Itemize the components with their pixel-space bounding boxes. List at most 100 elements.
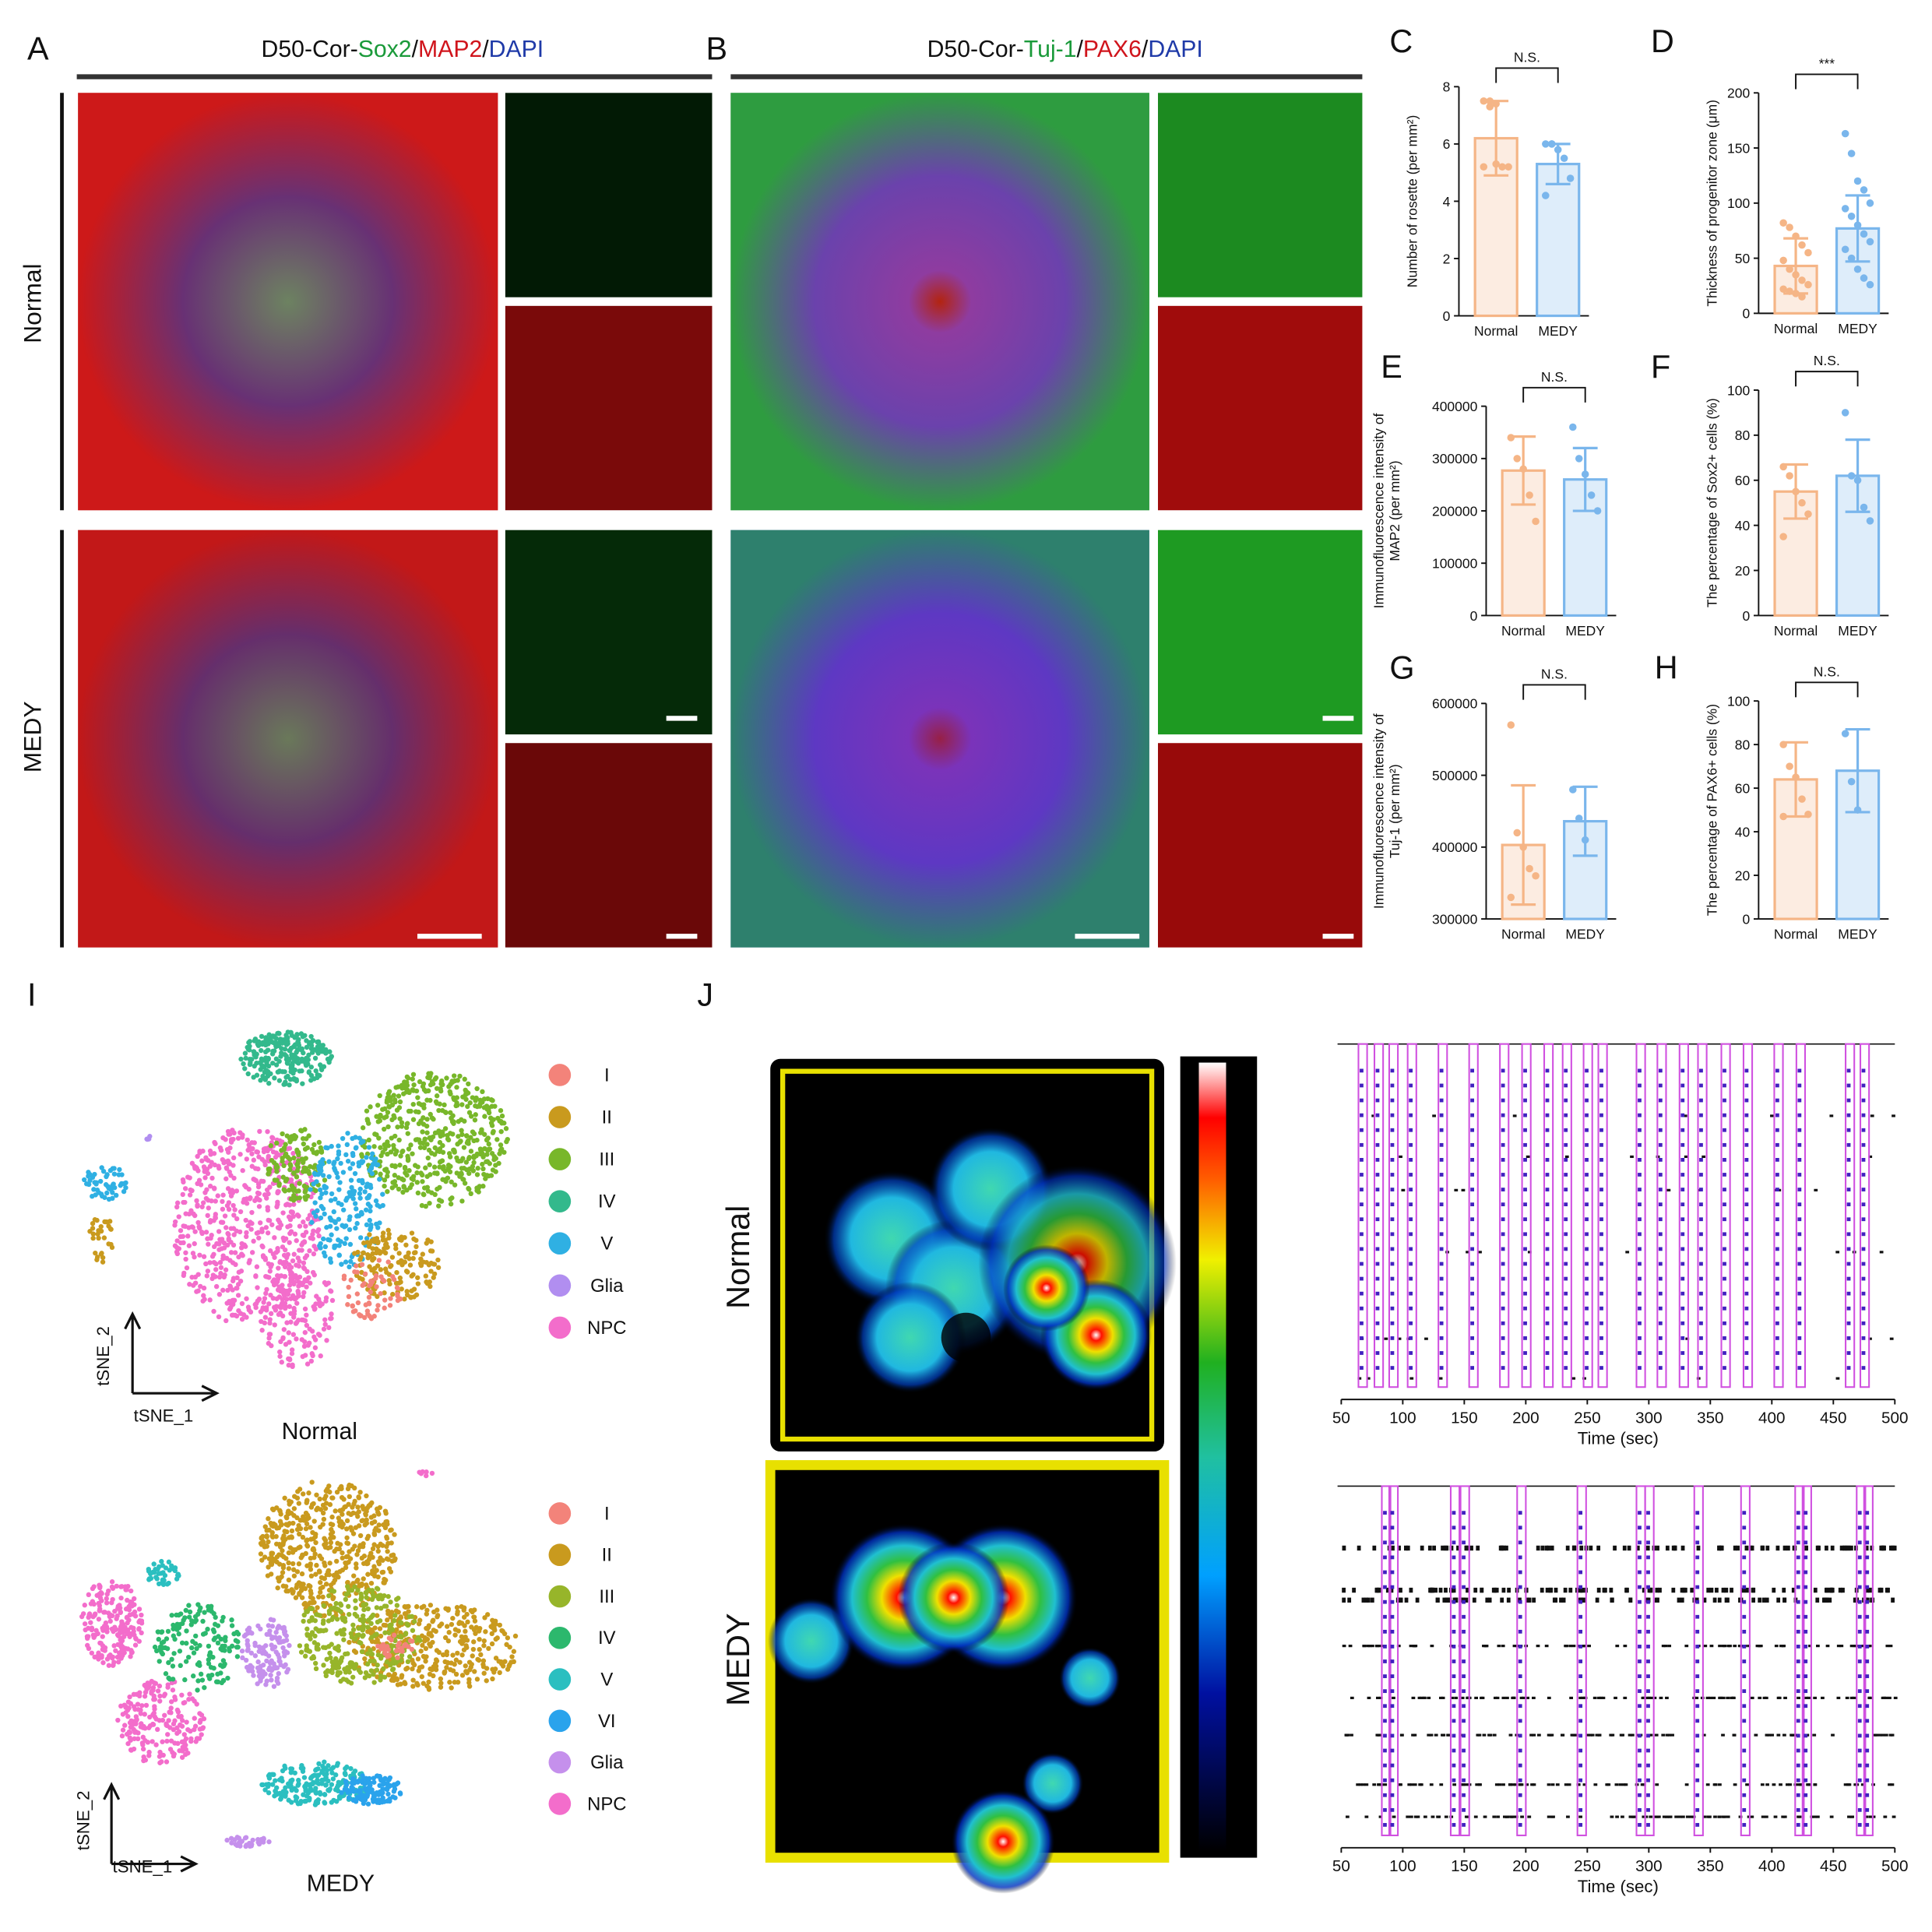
cell-dot [111,1166,117,1171]
cell-dot [157,1760,163,1765]
cell-dot [468,1149,474,1154]
cell-dot [139,1621,145,1626]
spike [1360,1217,1364,1222]
cell-dot [182,1615,188,1621]
cell-dot [231,1136,236,1142]
cell-dot [340,1522,346,1527]
spike [1585,1158,1589,1162]
cell-dot [490,1167,496,1173]
cell-dot [469,1624,474,1630]
cell-dot [354,1565,359,1571]
cell-dot [261,1300,266,1305]
panel-title: D50-Cor-Sox2/MAP2/DAPI [262,37,544,62]
cell-dot [343,1152,349,1157]
cell-dot [327,1049,333,1054]
cell-dot [340,1223,345,1228]
cell-dot [266,1666,272,1673]
cell-dot [208,1218,213,1223]
cell-dot [460,1156,466,1161]
cell-dot [120,1727,126,1733]
legend-swatch [548,1709,572,1733]
cell-dot [405,1659,411,1665]
cell-dot [340,1135,346,1142]
cell-dot [330,1495,336,1501]
cell-dot [378,1267,384,1272]
cell-dot [389,1610,395,1615]
cell-dot [388,1149,394,1155]
data-point [1847,213,1856,220]
cell-dot [204,1273,209,1279]
cell-dot [241,1633,248,1639]
cell-dot [292,1231,298,1237]
cell-dot [420,1179,425,1184]
cell-dot [179,1739,185,1745]
cell-dot [272,1322,277,1328]
cell-dot [360,1125,366,1131]
cell-dot [281,1554,287,1560]
cell-dot [259,1229,265,1234]
cell-dot [311,1181,316,1187]
cell-dot [373,1273,379,1279]
cell-dot [494,1137,500,1142]
x-tick-label: 300 [1635,1409,1662,1427]
cell-dot [366,1294,372,1300]
cell-dot [276,1670,281,1677]
cell-dot [235,1282,241,1287]
spike [1564,1276,1568,1281]
cell-dot [415,1281,421,1286]
cell-dot [457,1073,463,1079]
x-tick-label: 450 [1820,1409,1846,1427]
data-point [1866,517,1874,525]
cell-dot [259,1056,265,1061]
spike [1390,1262,1395,1266]
cell-dot [274,1675,280,1681]
cell-dot [121,1181,126,1187]
cell-dot [442,1126,449,1131]
spike [1470,1098,1475,1103]
cell-dot [99,1193,105,1199]
cell-dot [183,1751,188,1758]
cell-dot [321,1516,327,1522]
cell-dot [288,1766,294,1772]
cell-dot [449,1179,454,1184]
data-point [1841,245,1849,254]
cell-dot [107,1618,113,1624]
cell-dot [324,1338,329,1343]
cell-dot [409,1614,415,1619]
cell-dot [178,1663,183,1669]
cell-dot [337,1508,343,1513]
cell-dot [354,1552,360,1557]
cell-dot [369,1596,375,1603]
cell-dot [270,1507,276,1512]
cell-dot [147,1714,153,1720]
cell-dot [301,1280,306,1286]
cell-dot [390,1274,396,1279]
spike [1523,1306,1527,1311]
cell-dot [308,1280,313,1286]
cell-dot [416,1668,421,1673]
cell-dot [269,1635,275,1642]
cell-dot [430,1134,436,1140]
cell-dot [213,1198,218,1204]
cell-dot [455,1650,460,1656]
cell-dot [302,1798,308,1804]
spike [1599,1202,1603,1207]
cell-dot [319,1049,325,1054]
cell-dot [265,1205,270,1210]
title-part: / [412,37,419,62]
cell-dot [377,1626,383,1631]
cell-dot [260,1533,266,1540]
cell-dot [371,1144,377,1149]
cell-dot [169,1613,174,1618]
cell-dot [122,1723,128,1728]
cell-dot [483,1629,488,1635]
error-bar [1572,785,1598,857]
spike [1501,1128,1505,1132]
cell-dot [225,1287,231,1293]
cell-dot [266,1063,272,1069]
cell-dot [455,1078,460,1083]
spike [1360,1262,1364,1266]
cell-dot [118,1637,123,1643]
cell-dot [296,1149,301,1156]
title-part: DAPI [1148,37,1203,62]
